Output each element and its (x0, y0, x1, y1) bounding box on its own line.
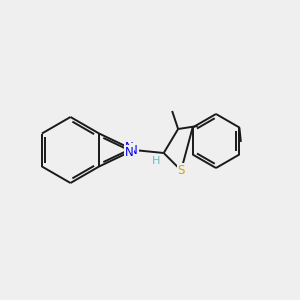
Text: H: H (152, 156, 160, 167)
Text: S: S (177, 164, 185, 177)
Text: N: N (124, 141, 133, 154)
Text: N: N (129, 143, 138, 157)
Text: N: N (124, 146, 133, 159)
